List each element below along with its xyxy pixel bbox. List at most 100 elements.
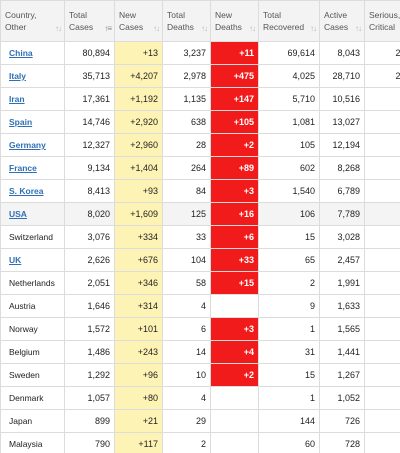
sort-arrows-icon[interactable]: ↑↓ — [310, 24, 317, 33]
country-cell[interactable]: France — [0, 156, 65, 180]
sort-arrows-icon[interactable]: ↑↓ — [249, 24, 256, 33]
sort-arrows-icon[interactable]: ↑↓ — [153, 24, 160, 33]
header-serious-critical[interactable]: Serious, Critical — [364, 0, 400, 42]
header-total-cases[interactable]: Total Cases ↑≡ — [64, 0, 115, 42]
serious-cell — [364, 271, 400, 295]
serious-cell — [364, 87, 400, 111]
serious-cell — [364, 386, 400, 410]
country-name: Netherlands — [9, 278, 55, 288]
new-deaths-cell: +89 — [210, 156, 259, 180]
total-cases-cell: 2,051 — [64, 271, 115, 295]
country-cell[interactable]: UK — [0, 248, 65, 272]
total-cases-cell: 790 — [64, 432, 115, 453]
serious-cell — [364, 409, 400, 433]
header-total-deaths[interactable]: Total Deaths ↑↓ — [162, 0, 211, 42]
header-active-cases-line1: Active — [324, 10, 348, 20]
header-serious-line2: Critical — [369, 22, 395, 32]
new-cases-cell: +1,609 — [114, 202, 163, 226]
table-row: Denmark 1,057 +80 4 1 1,052 — [0, 386, 400, 410]
new-cases-cell: +1,192 — [114, 87, 163, 111]
country-link[interactable]: Iran — [9, 94, 25, 104]
total-recovered-cell: 4,025 — [258, 64, 320, 88]
serious-cell — [364, 432, 400, 453]
active-cases-cell: 2,457 — [319, 248, 365, 272]
new-cases-cell: +101 — [114, 317, 163, 341]
active-cases-cell: 7,789 — [319, 202, 365, 226]
serious-cell: 2, — [364, 41, 400, 65]
total-recovered-cell: 65 — [258, 248, 320, 272]
table-row: Iran 17,361 +1,192 1,135 +147 5,710 10,516 — [0, 87, 400, 111]
total-deaths-cell: 3,237 — [162, 41, 211, 65]
country-link[interactable]: USA — [9, 209, 27, 219]
header-new-cases-line1: New — [119, 10, 137, 20]
new-deaths-cell: +16 — [210, 202, 259, 226]
header-total-cases-line1: Total — [69, 10, 87, 20]
country-cell[interactable]: Iran — [0, 87, 65, 111]
serious-cell — [364, 225, 400, 249]
total-deaths-cell: 29 — [162, 409, 211, 433]
country-cell[interactable]: Spain — [0, 110, 65, 134]
country-cell[interactable]: Italy — [0, 64, 65, 88]
active-cases-cell: 13,027 — [319, 110, 365, 134]
total-deaths-cell: 6 — [162, 317, 211, 341]
total-deaths-cell: 4 — [162, 294, 211, 318]
serious-cell — [364, 248, 400, 272]
serious-cell — [364, 340, 400, 364]
new-deaths-cell — [210, 386, 259, 410]
sort-arrows-icon[interactable]: ↑↓ — [355, 24, 362, 33]
active-cases-cell: 728 — [319, 432, 365, 453]
active-cases-cell: 10,516 — [319, 87, 365, 111]
country-cell[interactable]: China — [0, 41, 65, 65]
country-cell[interactable]: S. Korea — [0, 179, 65, 203]
header-serious-line1: Serious, — [369, 10, 400, 20]
total-cases-cell: 9,134 — [64, 156, 115, 180]
country-cell[interactable]: USA — [0, 202, 65, 226]
sort-descending-icon[interactable]: ↑≡ — [104, 24, 112, 33]
header-country[interactable]: Country, Other ↑↓ — [0, 0, 65, 42]
total-recovered-cell: 31 — [258, 340, 320, 364]
header-active-cases[interactable]: Active Cases ↑↓ — [319, 0, 365, 42]
country-link[interactable]: Italy — [9, 71, 27, 81]
country-cell: Japan — [0, 409, 65, 433]
table-row: Switzerland 3,076 +334 33 +6 15 3,028 — [0, 225, 400, 249]
country-cell: Norway — [0, 317, 65, 341]
active-cases-cell: 1,052 — [319, 386, 365, 410]
new-cases-cell: +80 — [114, 386, 163, 410]
header-new-cases[interactable]: New Cases ↑↓ — [114, 0, 163, 42]
new-cases-cell: +2,920 — [114, 110, 163, 134]
sort-arrows-icon[interactable]: ↑↓ — [201, 24, 208, 33]
country-cell[interactable]: Germany — [0, 133, 65, 157]
serious-cell — [364, 294, 400, 318]
country-cell: Netherlands — [0, 271, 65, 295]
country-link[interactable]: S. Korea — [9, 186, 44, 196]
sort-arrows-icon[interactable]: ↑↓ — [55, 24, 62, 33]
country-link[interactable]: UK — [9, 255, 22, 265]
total-recovered-cell: 60 — [258, 432, 320, 453]
new-deaths-cell — [210, 432, 259, 453]
header-total-recovered[interactable]: Total Recovered ↑↓ — [258, 0, 320, 42]
new-deaths-cell: +15 — [210, 271, 259, 295]
total-deaths-cell: 58 — [162, 271, 211, 295]
new-deaths-cell: +3 — [210, 179, 259, 203]
country-cell: Sweden — [0, 363, 65, 387]
total-cases-cell: 14,746 — [64, 110, 115, 134]
total-cases-cell: 80,894 — [64, 41, 115, 65]
country-link[interactable]: China — [9, 48, 33, 58]
active-cases-cell: 1,633 — [319, 294, 365, 318]
total-recovered-cell: 15 — [258, 363, 320, 387]
new-cases-cell: +2,960 — [114, 133, 163, 157]
header-new-deaths[interactable]: New Deaths ↑↓ — [210, 0, 259, 42]
header-new-deaths-line1: New — [215, 10, 233, 20]
serious-cell — [364, 202, 400, 226]
total-deaths-cell: 638 — [162, 110, 211, 134]
country-link[interactable]: Germany — [9, 140, 46, 150]
country-link[interactable]: France — [9, 163, 37, 173]
table-row: Spain 14,746 +2,920 638 +105 1,081 13,027 — [0, 110, 400, 134]
new-deaths-cell — [210, 409, 259, 433]
header-active-cases-line2: Cases — [324, 22, 349, 32]
country-name: Japan — [9, 416, 33, 426]
header-country-line2: Other — [5, 22, 27, 32]
country-link[interactable]: Spain — [9, 117, 33, 127]
total-cases-cell: 1,572 — [64, 317, 115, 341]
header-total-deaths-line1: Total — [167, 10, 185, 20]
